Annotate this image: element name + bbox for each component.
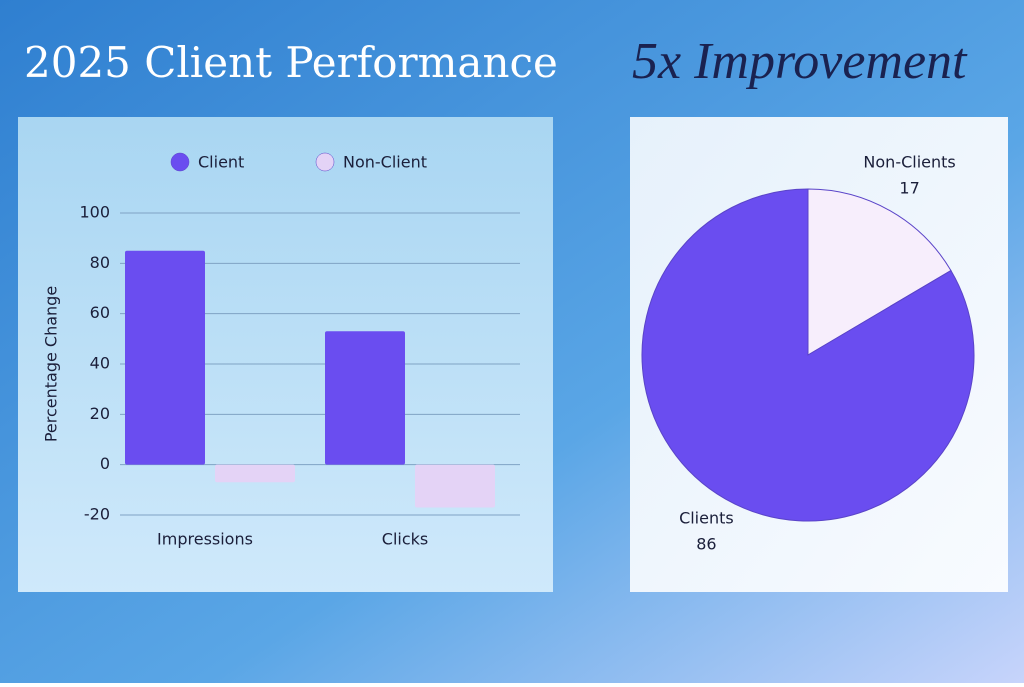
- bar-panel: [18, 117, 553, 592]
- pie-slice: [641, 188, 975, 522]
- x-tick-label: Clicks: [382, 530, 428, 549]
- y-tick-label: 20: [90, 404, 110, 423]
- slice-label: Clients: [679, 509, 734, 528]
- y-axis-label: Percentage Change: [42, 286, 61, 442]
- pie-slice: [807, 188, 952, 356]
- x-tick-label: Impressions: [157, 530, 253, 549]
- legend-marker: [315, 152, 335, 172]
- page-title: 2025 Client Performance: [24, 38, 558, 87]
- y-tick-label: 0: [100, 454, 110, 473]
- legend-label: Non-Client: [343, 153, 427, 172]
- y-tick-label: 40: [90, 354, 110, 373]
- y-tick-label: 100: [79, 203, 110, 222]
- bar: [415, 464, 495, 508]
- legend-marker: [170, 152, 190, 172]
- bar: [325, 331, 405, 465]
- slice-value: 17: [899, 178, 919, 197]
- bar: [215, 464, 295, 483]
- bar: [125, 250, 205, 465]
- slice-label: Non-Clients: [863, 152, 955, 171]
- slice-value: 86: [696, 535, 716, 554]
- y-tick-label: 60: [90, 303, 110, 322]
- legend-label: Client: [198, 153, 244, 172]
- y-tick-label: -20: [84, 505, 110, 524]
- tagline: 5x Improvement: [632, 33, 968, 90]
- y-tick-label: 80: [90, 253, 110, 272]
